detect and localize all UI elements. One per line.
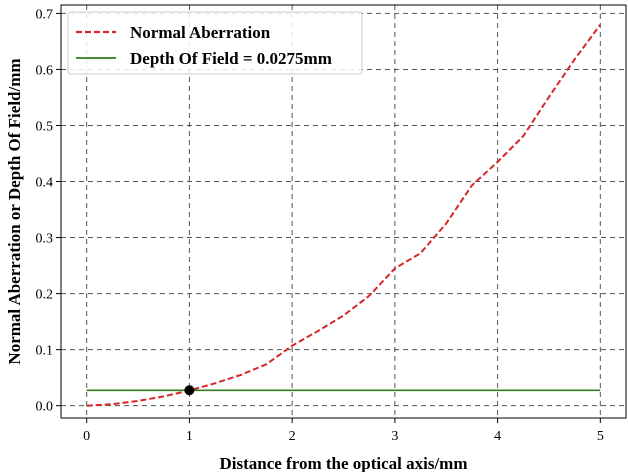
y-axis-label: Normal Aberration or Depth Of Field/mm — [5, 58, 24, 364]
legend-label-depth-of-field: Depth Of Field = 0.0275mm — [130, 49, 332, 68]
y-tick-label: 0.4 — [36, 176, 54, 191]
y-tick-label: 0.1 — [36, 344, 54, 359]
legend: Normal Aberration Depth Of Field = 0.027… — [67, 11, 363, 75]
series-line — [86, 24, 602, 407]
legend-label-normal-aberration: Normal Aberration — [130, 23, 271, 42]
x-tick-label: 4 — [494, 429, 501, 444]
plot-frame — [60, 4, 627, 419]
x-tick-label: 3 — [391, 429, 398, 444]
x-tick-label: 1 — [186, 429, 193, 444]
x-axis-label: Distance from the optical axis/mm — [219, 454, 467, 472]
markers-layer — [184, 385, 195, 396]
legend-box — [67, 11, 363, 75]
y-tick-label: 0.2 — [36, 288, 54, 303]
series-layer — [86, 24, 602, 407]
y-tick-label: 0.5 — [36, 119, 54, 134]
x-axis-ticks: 0 1 2 3 4 5 — [83, 418, 604, 444]
x-tick-label: 0 — [83, 429, 90, 444]
y-axis-ticks: 0.0 0.1 0.2 0.3 0.4 0.5 0.6 0.7 — [36, 7, 61, 415]
y-tick-label: 0.6 — [36, 63, 54, 78]
y-tick-label: 0.7 — [36, 7, 54, 22]
x-tick-label: 2 — [289, 429, 296, 444]
y-tick-label: 0.0 — [36, 400, 54, 415]
intersection-marker — [184, 385, 195, 396]
y-tick-label: 0.3 — [36, 232, 54, 247]
x-tick-label: 5 — [597, 429, 604, 444]
